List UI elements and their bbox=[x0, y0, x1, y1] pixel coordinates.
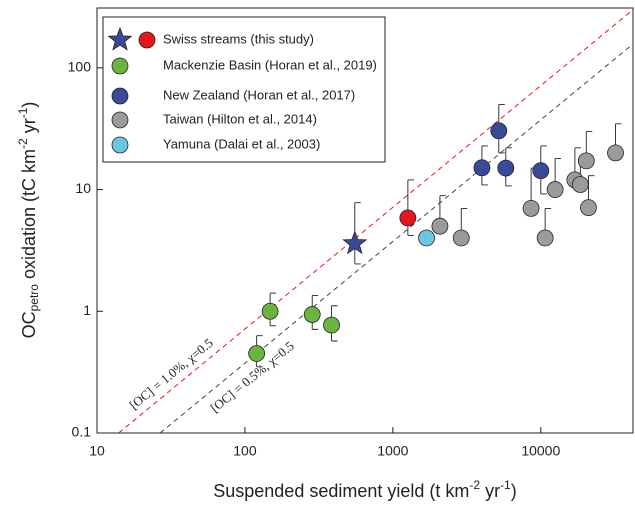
y-label-part: -1 bbox=[16, 107, 30, 118]
star-marker bbox=[107, 26, 133, 51]
circle-marker bbox=[248, 345, 266, 362]
reference-line bbox=[159, 43, 633, 433]
x-label-part: Suspended sediment yield (t km bbox=[213, 481, 469, 501]
circle-marker bbox=[111, 111, 129, 129]
circle-marker bbox=[473, 159, 491, 177]
y-label-part: oxidation (tC km bbox=[19, 149, 39, 284]
circle-marker bbox=[577, 152, 595, 170]
x-tick-label: 1000 bbox=[377, 443, 408, 459]
circle-marker bbox=[399, 209, 417, 227]
y-tick-label: 1 bbox=[83, 302, 91, 318]
circle-marker bbox=[138, 31, 156, 49]
x-label-part: yr bbox=[480, 481, 500, 501]
circle-marker bbox=[580, 199, 597, 217]
circle-marker bbox=[111, 57, 129, 75]
y-label-part: ) bbox=[19, 102, 39, 108]
star-marker bbox=[342, 230, 368, 255]
circle-marker bbox=[536, 229, 554, 247]
y-tick-label: 0.1 bbox=[72, 424, 92, 440]
y-label-part: OC bbox=[19, 311, 39, 338]
reference-line bbox=[118, 9, 633, 433]
x-axis-label: Suspended sediment yield (t km-2 yr-1) bbox=[213, 478, 516, 501]
y-tick-label: 100 bbox=[68, 59, 92, 75]
circle-marker bbox=[532, 162, 550, 180]
x-label-part: -2 bbox=[469, 478, 480, 492]
y-label-part: petro bbox=[27, 284, 41, 312]
circle-marker bbox=[452, 229, 470, 247]
circle-marker bbox=[111, 136, 129, 154]
circle-marker bbox=[607, 144, 624, 162]
circle-marker bbox=[323, 316, 340, 334]
y-axis-label: OCpetro oxidation (tC km-2 yr-1) bbox=[16, 102, 41, 339]
legend-label: Yamuna (Dalai et al., 2003) bbox=[163, 136, 320, 151]
plot-frame bbox=[96, 7, 634, 434]
circle-marker bbox=[111, 87, 129, 105]
legend-label: Mackenzie Basin (Horan et al., 2019) bbox=[163, 57, 377, 72]
x-tick-label: 10 bbox=[89, 443, 105, 459]
y-tick-label: 10 bbox=[75, 180, 91, 196]
circle-marker bbox=[431, 217, 449, 235]
circle-marker bbox=[522, 199, 540, 217]
reference-label: [OC] = 1.0%, χ=0.5 bbox=[126, 335, 215, 412]
legend-label: New Zealand (Horan et al., 2017) bbox=[163, 87, 355, 102]
legend-label: Taiwan (Hilton et al., 2014) bbox=[163, 111, 317, 126]
x-tick-label: 100 bbox=[233, 443, 257, 459]
x-label-part: ) bbox=[511, 481, 517, 501]
circle-marker bbox=[418, 229, 435, 247]
x-tick-label: 10000 bbox=[521, 443, 560, 459]
circle-marker bbox=[261, 302, 279, 320]
x-label-part: -1 bbox=[500, 478, 511, 492]
y-label-part: -2 bbox=[16, 138, 30, 149]
circle-marker bbox=[303, 306, 321, 323]
circle-marker bbox=[490, 122, 508, 140]
legend-label: Swiss streams (this study) bbox=[163, 31, 314, 46]
circle-marker bbox=[546, 181, 564, 198]
circle-marker bbox=[497, 159, 515, 177]
circle-marker bbox=[571, 176, 589, 193]
y-label-part: yr bbox=[19, 118, 39, 138]
